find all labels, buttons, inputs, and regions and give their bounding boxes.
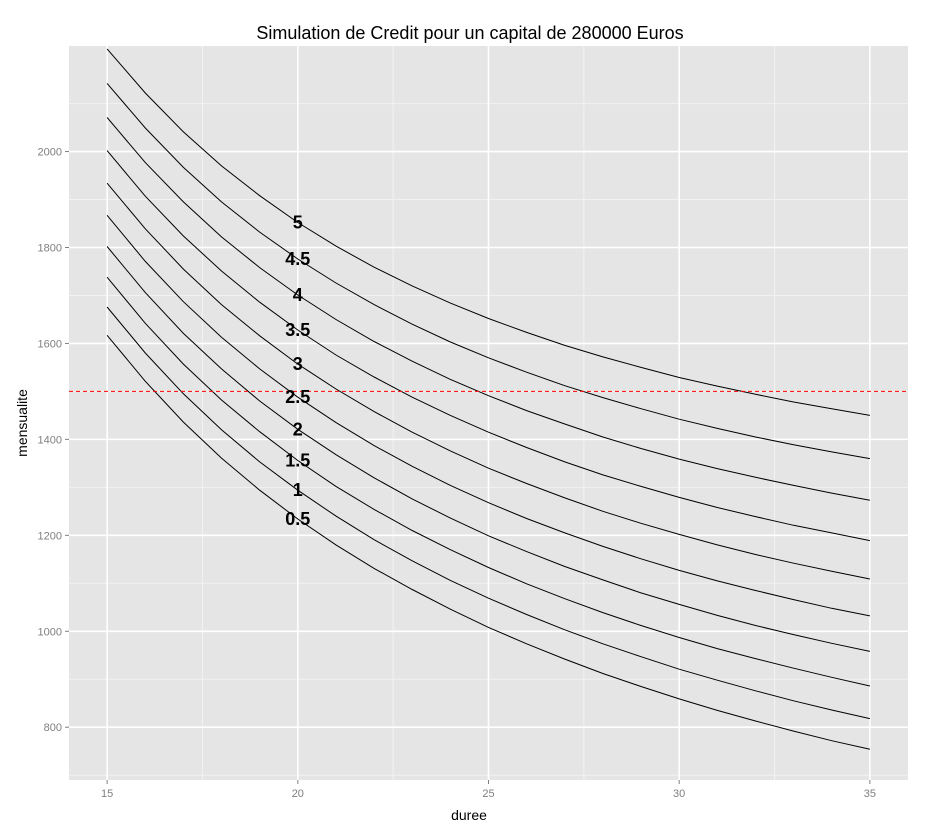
x-tick-label: 35	[864, 788, 876, 800]
rate-curve-2.5	[106, 214, 870, 617]
x-tick-label: 30	[673, 788, 685, 800]
y-tick-label: 1200	[38, 530, 62, 542]
rate-curve-4.5	[106, 83, 870, 460]
rate-label-3.5: 3.5	[285, 320, 310, 340]
rate-label-3: 3	[293, 354, 303, 374]
rate-curves	[106, 48, 871, 750]
rate-curve-2	[106, 246, 871, 652]
major-gridlines	[69, 46, 908, 780]
rate-labels: 0.5 1 1.5 2 2.5 3 3.5 4 4.5 5	[285, 213, 310, 529]
y-tick-label: 1000	[38, 626, 62, 638]
y-tick-label: 1800	[38, 242, 62, 254]
x-axis-ticks: 15 20 25 30 35	[101, 780, 876, 800]
y-tick-label: 1400	[38, 434, 62, 446]
rate-label-1: 1	[293, 480, 303, 500]
y-tick-label: 1600	[38, 338, 62, 350]
chart-title: Simulation de Credit pour un capital de …	[256, 23, 683, 43]
rate-label-2: 2	[293, 419, 303, 439]
rate-label-1.5: 1.5	[285, 450, 310, 470]
y-axis-title: mensualite	[14, 389, 30, 457]
rate-curve-0.5	[106, 334, 871, 750]
rate-curve-1.5	[106, 276, 871, 687]
rate-label-4: 4	[293, 285, 303, 305]
rate-label-5: 5	[293, 213, 303, 233]
x-axis-title: duree	[451, 807, 487, 823]
x-tick-label: 25	[482, 788, 494, 800]
rate-label-4.5: 4.5	[285, 249, 310, 269]
rate-label-0.5: 0.5	[285, 509, 310, 529]
y-axis-ticks: 800 1000 1200 1400 1600 1800 2000	[38, 147, 69, 734]
y-tick-label: 800	[44, 722, 62, 734]
rate-curve-3	[106, 182, 870, 580]
x-tick-label: 20	[292, 788, 304, 800]
y-tick-label: 2000	[38, 147, 62, 159]
x-tick-label: 15	[101, 788, 113, 800]
rate-curve-4	[106, 117, 870, 501]
rate-label-2.5: 2.5	[285, 387, 310, 407]
rate-curve-3.5	[106, 150, 870, 542]
rate-curve-1	[106, 306, 871, 720]
